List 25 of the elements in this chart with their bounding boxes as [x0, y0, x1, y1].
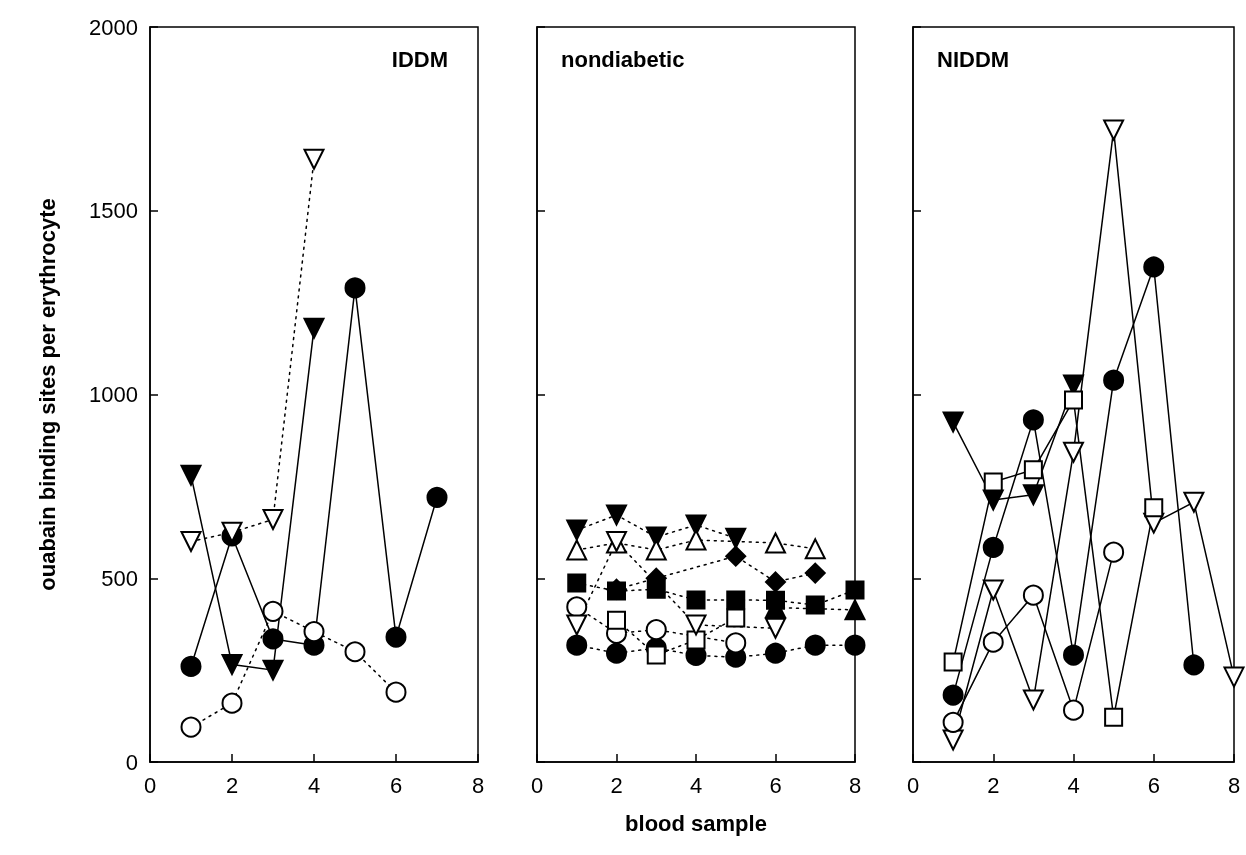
x-tick-label: 8 — [1227, 772, 1241, 798]
y-tick-label: 500 — [101, 565, 138, 591]
x-tick-label: 6 — [389, 772, 403, 798]
x-tick-label: 6 — [769, 772, 782, 798]
x-tick-label: 0 — [906, 772, 920, 798]
annotation: NIDDM — [937, 46, 1010, 72]
x-tick-label: 0 — [530, 772, 544, 798]
x-tick-label: 2 — [987, 772, 1000, 798]
x-tick-label: 2 — [225, 772, 239, 798]
y-axis-title: ouabain binding sites per erythrocyte — [34, 198, 60, 591]
x-tick-label: 4 — [307, 772, 321, 798]
x-tick-label: 8 — [471, 772, 485, 798]
x-tick-label: 8 — [848, 772, 862, 798]
y-tick-label: 1500 — [89, 198, 138, 224]
y-tick-label: 1000 — [89, 382, 138, 407]
annotation: IDDM — [391, 46, 448, 72]
x-tick-label: 4 — [1067, 772, 1080, 798]
x-tick-label: 6 — [1147, 772, 1160, 798]
y-tick-label: 2000 — [89, 14, 138, 40]
x-tick-label: 4 — [689, 772, 703, 798]
x-tick-label: 2 — [610, 772, 623, 798]
x-tick-label: 0 — [143, 772, 157, 798]
x-axis-title: blood sample — [625, 810, 767, 836]
y-tick-label: 0 — [125, 749, 138, 775]
annotation: nondiabetic — [561, 46, 685, 72]
